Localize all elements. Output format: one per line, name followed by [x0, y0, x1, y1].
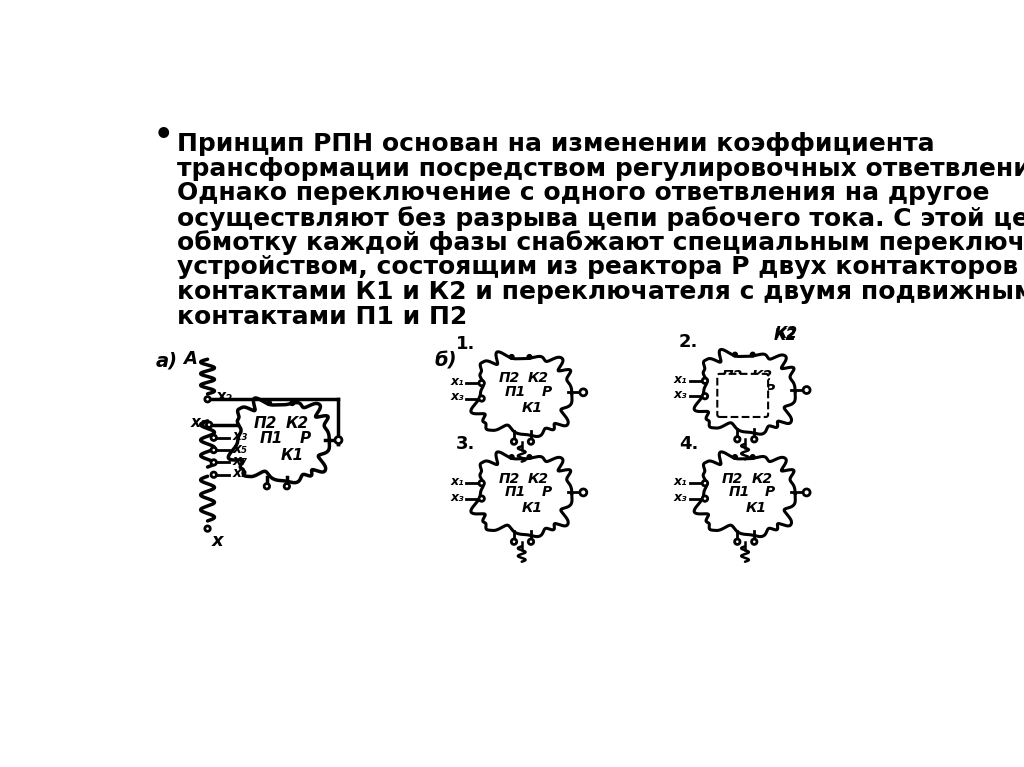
Circle shape — [702, 496, 708, 502]
Circle shape — [803, 387, 810, 393]
Text: x₅: x₅ — [232, 442, 248, 456]
Circle shape — [211, 459, 216, 465]
Circle shape — [511, 539, 517, 545]
Circle shape — [479, 496, 484, 502]
Text: x₁: x₁ — [451, 476, 464, 488]
Text: x₁: x₁ — [674, 373, 687, 386]
Text: П2: П2 — [254, 416, 278, 430]
Circle shape — [205, 526, 210, 532]
Text: К1: К1 — [745, 398, 766, 413]
Text: П2: П2 — [722, 472, 743, 486]
Text: контактами П1 и П2: контактами П1 и П2 — [177, 304, 467, 328]
Circle shape — [527, 354, 531, 359]
Text: х: х — [212, 532, 224, 550]
Text: x₉: x₉ — [232, 466, 248, 480]
Text: П2: П2 — [499, 371, 520, 386]
Text: К1: К1 — [281, 448, 304, 463]
Text: б): б) — [435, 351, 457, 370]
Circle shape — [527, 455, 531, 459]
Text: x₃: x₃ — [674, 491, 687, 504]
Text: осуществляют без разрыва цепи рабочего тока. С этой целью: осуществляют без разрыва цепи рабочего т… — [177, 206, 1024, 231]
Text: x₁: x₁ — [190, 415, 207, 430]
Circle shape — [205, 397, 210, 402]
Text: П2: П2 — [722, 369, 743, 384]
Circle shape — [752, 539, 757, 545]
Text: устройством, состоящим из реактора Р двух контакторов с: устройством, состоящим из реактора Р дву… — [177, 255, 1024, 279]
Circle shape — [290, 401, 295, 406]
Text: •: • — [154, 120, 173, 150]
Text: Р: Р — [542, 385, 551, 400]
Text: обмотку каждой фазы снабжают специальным переключающим: обмотку каждой фазы снабжают специальным… — [177, 231, 1024, 255]
Text: П1: П1 — [260, 431, 284, 446]
Text: Р: Р — [300, 431, 311, 446]
Text: контактами К1 и К2 и переключателя с двумя подвижными: контактами К1 и К2 и переключателя с дву… — [177, 280, 1024, 304]
Circle shape — [479, 480, 484, 486]
Circle shape — [733, 352, 737, 357]
Text: Р: Р — [542, 486, 551, 499]
Circle shape — [702, 480, 708, 486]
Text: x₇: x₇ — [232, 454, 248, 468]
Text: Р: Р — [765, 383, 775, 397]
Text: П1: П1 — [505, 385, 526, 400]
Circle shape — [267, 401, 271, 406]
Text: К1: К1 — [745, 501, 766, 515]
Text: Р: Р — [765, 486, 775, 499]
Circle shape — [702, 393, 708, 399]
Text: Принцип РПН основан на изменении коэффициента: Принцип РПН основан на изменении коэффиц… — [177, 132, 934, 156]
Text: А: А — [183, 350, 197, 368]
Text: x₃: x₃ — [674, 388, 687, 401]
Text: К2: К2 — [752, 369, 772, 384]
Text: К2: К2 — [528, 472, 549, 486]
Text: а): а) — [156, 351, 178, 370]
Text: П1: П1 — [505, 486, 526, 499]
Text: К1: К1 — [522, 501, 543, 515]
Text: П2: П2 — [499, 472, 520, 486]
Circle shape — [479, 396, 484, 401]
Circle shape — [211, 435, 216, 440]
Text: x₁: x₁ — [451, 375, 464, 388]
Text: 3.: 3. — [456, 435, 475, 453]
Circle shape — [207, 422, 212, 427]
Text: К2: К2 — [286, 416, 309, 430]
Circle shape — [734, 539, 740, 545]
Circle shape — [211, 472, 216, 477]
Circle shape — [580, 489, 587, 496]
Circle shape — [752, 436, 757, 442]
Text: x₃: x₃ — [451, 390, 464, 403]
FancyBboxPatch shape — [717, 374, 768, 417]
Text: К2: К2 — [752, 472, 772, 486]
Circle shape — [734, 436, 740, 442]
Circle shape — [211, 447, 216, 453]
Text: 1.: 1. — [456, 335, 475, 353]
Circle shape — [528, 539, 534, 545]
Circle shape — [528, 439, 534, 444]
Text: П1: П1 — [728, 486, 750, 499]
Text: П1: П1 — [728, 383, 750, 397]
Circle shape — [751, 352, 755, 357]
Text: x₃: x₃ — [451, 491, 464, 504]
Text: К1: К1 — [522, 400, 543, 415]
Circle shape — [751, 455, 755, 459]
Circle shape — [285, 483, 290, 489]
Text: x₃: x₃ — [232, 430, 248, 443]
Circle shape — [702, 378, 708, 384]
Text: Однако переключение с одного ответвления на другое: Однако переключение с одного ответвления… — [177, 181, 989, 206]
Circle shape — [509, 354, 514, 359]
Circle shape — [335, 436, 342, 443]
Text: К2: К2 — [775, 326, 798, 341]
Circle shape — [580, 389, 587, 396]
Text: К2: К2 — [773, 328, 797, 343]
Text: x₁: x₁ — [674, 476, 687, 488]
Circle shape — [509, 455, 514, 459]
Circle shape — [803, 489, 810, 496]
Text: 4.: 4. — [679, 435, 698, 453]
Circle shape — [511, 439, 517, 444]
Text: трансформации посредством регулировочных ответвлений.: трансформации посредством регулировочных… — [177, 156, 1024, 181]
Circle shape — [733, 455, 737, 459]
Text: x₂: x₂ — [217, 390, 233, 404]
Circle shape — [479, 380, 484, 386]
Text: К2: К2 — [528, 371, 549, 386]
Text: 2.: 2. — [679, 333, 698, 351]
Circle shape — [264, 483, 269, 489]
